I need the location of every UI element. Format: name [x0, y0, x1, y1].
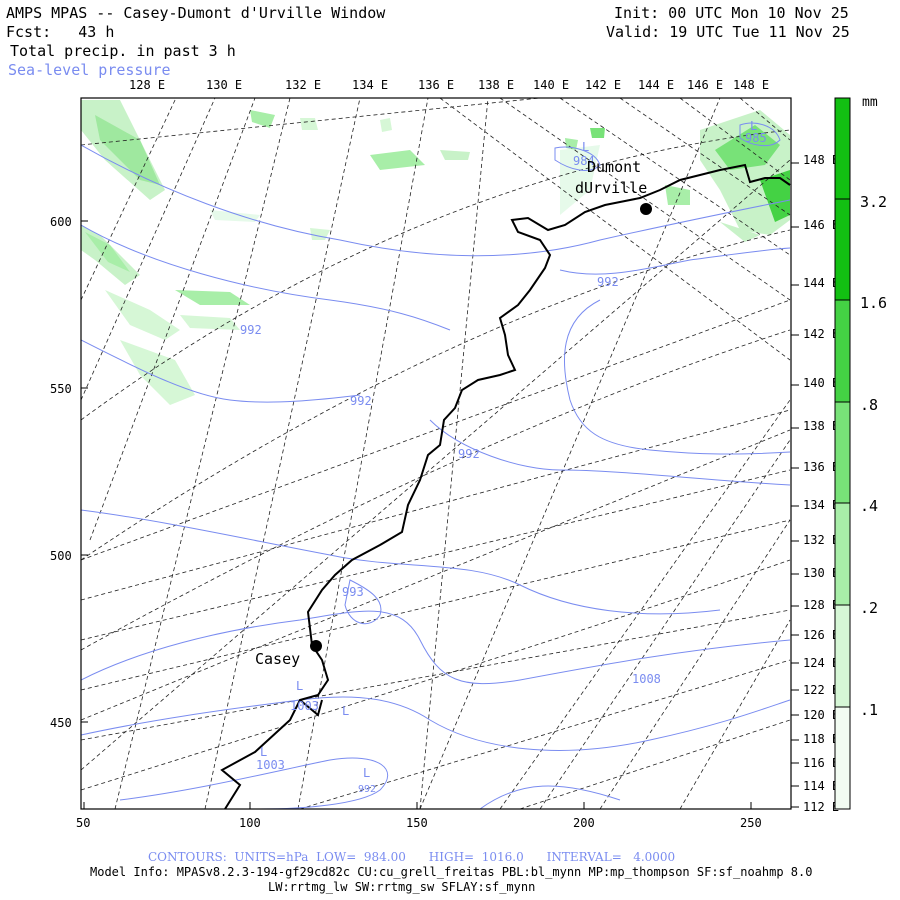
contour-label: 992 [358, 784, 376, 795]
y-tick-label: 600 [50, 215, 72, 229]
contour-label: 992 [350, 394, 372, 408]
low-marker: L [363, 766, 370, 780]
y-tick-label: 450 [50, 716, 72, 730]
x-tick-label: 50 [76, 816, 91, 830]
lon-label-top: 140 E [533, 78, 570, 92]
low-marker: L [260, 745, 267, 759]
lon-label-right: 138 E [803, 419, 840, 433]
contour-label: 1003 [256, 758, 285, 772]
lon-label-right: 124 E [803, 656, 840, 670]
contour-label: 1008 [632, 672, 661, 686]
contour-label: 992 [458, 447, 480, 461]
colorbar: mm 3.2 1.6 .8 .4 .2 .1 [834, 95, 887, 810]
colorbar-label: .4 [860, 497, 878, 515]
lon-label-right: 140 E [803, 376, 840, 390]
lon-label-top: 134 E [352, 78, 389, 92]
colorbar-segment [835, 300, 850, 402]
lon-label-right: 144 E [803, 276, 840, 290]
lon-label-right: 120 E [803, 708, 840, 722]
lon-label-top: 138 E [478, 78, 515, 92]
precip-shading [81, 100, 790, 405]
lon-label-right: 130 E [803, 566, 840, 580]
colorbar-segment [835, 503, 850, 605]
valid-time: Valid: 19 UTC Tue 11 Nov 25 [606, 23, 850, 41]
field-label: Total precip. in past 3 h [10, 42, 236, 60]
lon-label-right: 146 E [803, 218, 840, 232]
latlon-grid [81, 98, 791, 809]
x-tick-label: 200 [573, 816, 595, 830]
lon-label-top: 144 E [638, 78, 675, 92]
colorbar-label: .8 [860, 396, 878, 414]
y-tick-label: 550 [50, 382, 72, 396]
lon-label-right: 142 E [803, 327, 840, 341]
station-label: Dumont [587, 158, 641, 176]
map-title: AMPS MPAS -- Casey-Dumont d'Urville Wind… [6, 4, 386, 22]
colorbar-unit: mm [862, 95, 878, 110]
colorbar-segment [835, 605, 850, 707]
lon-label-top: 136 E [418, 78, 455, 92]
contour-label: 992 [240, 323, 262, 337]
lon-label-top: 142 E [585, 78, 622, 92]
coastline [220, 163, 791, 809]
axis-ticks [81, 162, 799, 809]
colorbar-label: 3.2 [860, 193, 887, 211]
forecast-hour: Fcst: 43 h [6, 23, 115, 41]
contours-info: CONTOURS: UNITS=hPa LOW= 984.00 HIGH= 10… [148, 850, 676, 864]
lon-label-right: 134 E [803, 498, 840, 512]
contour-label: 993 [342, 585, 364, 599]
lon-label-right: 112 E [803, 800, 840, 814]
colorbar-label: .1 [860, 701, 878, 719]
low-marker: L [342, 704, 349, 718]
contour-label: 984 [573, 154, 595, 168]
station-casey: Casey [255, 640, 322, 668]
y-tick-label: 500 [50, 549, 72, 563]
x-tick-label: 100 [239, 816, 261, 830]
lon-label-top: 148 E [733, 78, 770, 92]
overlay-label: Sea-level pressure [8, 61, 171, 79]
lon-label-right: 116 E [803, 756, 840, 770]
contour-label: 992 [597, 275, 619, 289]
colorbar-segment [835, 707, 850, 809]
station-marker [310, 640, 322, 652]
x-tick-label: 150 [406, 816, 428, 830]
lon-label-right: 136 E [803, 460, 840, 474]
lon-label-top: 130 E [206, 78, 243, 92]
station-dumont-durville: Dumont dUrville [575, 158, 652, 215]
model-info-line2: LW:rrtmg_lw SW:rrtmg_sw SFLAY:sf_mynn [268, 880, 536, 894]
map-border [80, 97, 792, 810]
lon-label-right: 132 E [803, 533, 840, 547]
colorbar-label: 1.6 [860, 294, 887, 312]
contour-label: 985 [745, 131, 767, 145]
lon-label-right: 126 E [803, 628, 840, 642]
x-tick-label: 250 [740, 816, 762, 830]
station-label: Casey [255, 650, 300, 668]
low-marker: L [750, 119, 757, 133]
slp-contours [81, 122, 791, 809]
lon-label-top: 128 E [129, 78, 166, 92]
model-info: Model Info: MPASv8.2.3-194-gf29cd82c CU:… [90, 865, 813, 879]
lon-label-right: 118 E [803, 732, 840, 746]
station-label: dUrville [575, 179, 647, 197]
lon-label-right: 122 E [803, 683, 840, 697]
init-time: Init: 00 UTC Mon 10 Nov 25 [614, 4, 849, 22]
lon-label-right: 148 E [803, 153, 840, 167]
contour-label: 1003 [290, 699, 319, 713]
station-marker [640, 203, 652, 215]
colorbar-label: .2 [860, 599, 878, 617]
lon-label-top: 132 E [285, 78, 322, 92]
lon-label-right: 114 E [803, 779, 840, 793]
low-marker: L [582, 140, 589, 154]
low-marker: L [296, 679, 303, 693]
colorbar-segment [835, 402, 850, 503]
lon-label-right: 128 E [803, 598, 840, 612]
lon-label-top: 146 E [687, 78, 724, 92]
